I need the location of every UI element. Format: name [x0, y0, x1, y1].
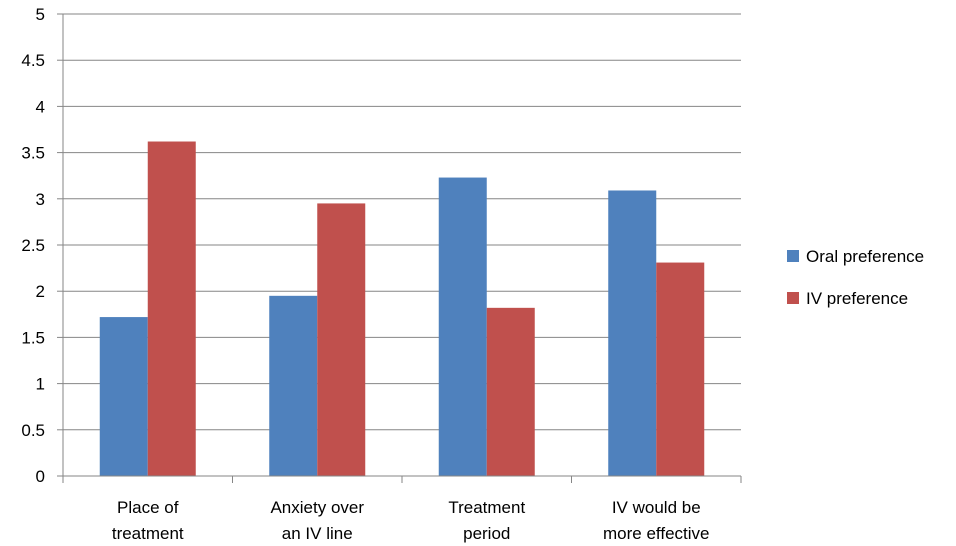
y-tick-label: 3 [36, 190, 45, 209]
bar-oral-preference [438, 177, 487, 476]
y-tick-label: 2 [36, 282, 45, 301]
y-tick-label: 3.5 [21, 144, 45, 163]
y-axis-tick-labels: 0 0.5 1 1.5 2 2.5 3 3.5 4 4.5 5 [21, 5, 45, 486]
y-tick-label: 0 [36, 467, 45, 486]
x-category-label: treatment [112, 524, 184, 543]
y-tick-label: 1.5 [21, 328, 45, 347]
legend-swatch [787, 292, 799, 304]
bar-oral-preference [269, 295, 318, 476]
y-tick-label: 0.5 [21, 421, 45, 440]
axes [57, 13, 742, 483]
y-tick-label: 4.5 [21, 51, 45, 70]
bar-iv-preference [147, 141, 196, 476]
y-tick-label: 4 [36, 97, 45, 116]
bar-iv-preference [317, 203, 366, 477]
y-tick-label: 2.5 [21, 236, 45, 255]
x-category-label: an IV line [282, 524, 353, 543]
x-category-label: Treatment [448, 498, 525, 517]
y-tick-label: 1 [36, 375, 45, 394]
x-category-label: Place of [117, 498, 179, 517]
y-tick-label: 5 [36, 5, 45, 24]
legend-swatch [787, 250, 799, 262]
x-category-label: Anxiety over [270, 498, 364, 517]
legend-label: IV preference [806, 289, 908, 308]
x-category-label: period [463, 524, 510, 543]
bar-oral-preference [99, 317, 148, 476]
bar-oral-preference [608, 190, 657, 476]
legend: Oral preference IV preference [787, 247, 924, 308]
x-category-label: more effective [603, 524, 709, 543]
legend-label: Oral preference [806, 247, 924, 266]
bar-iv-preference [656, 262, 705, 476]
x-axis-category-labels: Place of treatment Anxiety over an IV line T… [112, 498, 710, 543]
x-category-label: IV would be [612, 498, 701, 517]
bar-iv-preference [486, 307, 535, 476]
bars [99, 141, 705, 477]
